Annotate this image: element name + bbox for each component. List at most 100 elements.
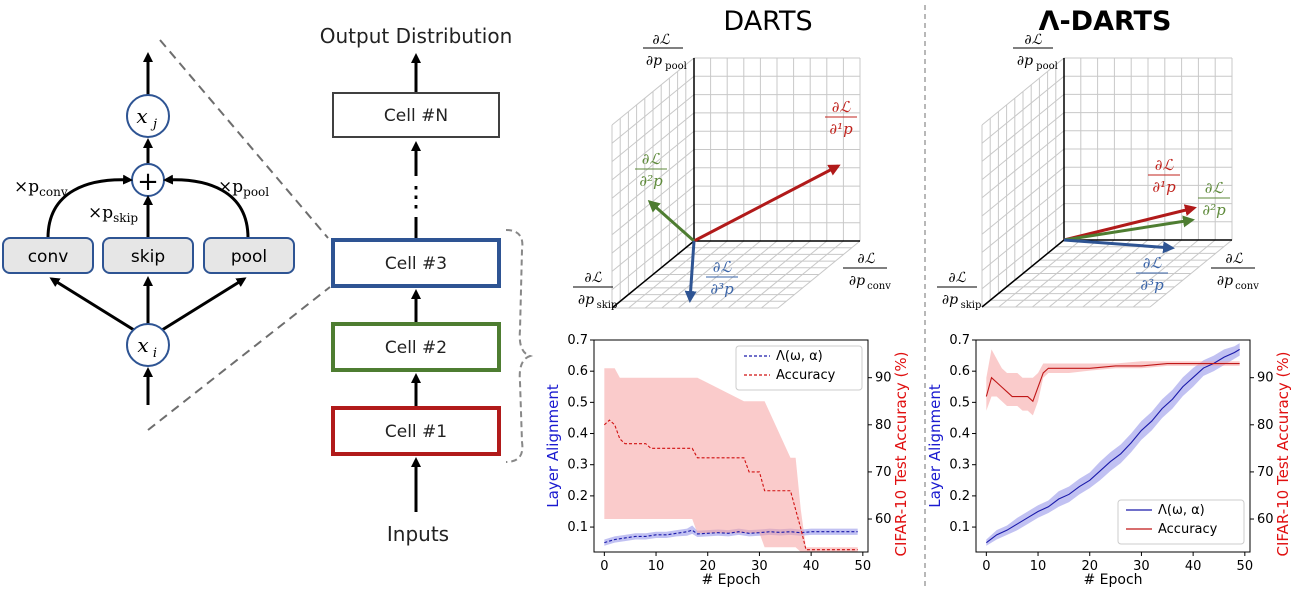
x-tick-label: 40 [1185,559,1202,574]
x-tick-label: 20 [699,559,716,574]
y-tick-label: 0.5 [949,395,970,410]
cell-diagram: x j + ×pconv ×pskip ×ppool conv skip poo… [2,39,331,431]
axis-label-skip: ∂ℒ ∂p skip [937,270,981,311]
x-tick-label: 40 [803,559,820,574]
svg-text:∂p: ∂p [849,273,865,289]
y2-axis-label: CIFAR-10 Test Accuracy (%) [1274,351,1292,556]
axis-line [611,240,695,309]
sum-symbol: + [137,167,159,197]
zoom-line-bottom [147,286,331,431]
svg-text:∂p: ∂p [646,53,662,69]
svg-text:∂p: ∂p [1017,53,1033,69]
svg-text:pool: pool [665,61,687,72]
x-tick-label: 30 [751,559,768,574]
y-tick-label: 0.7 [567,333,588,348]
series-line [604,529,858,544]
legend-label: Accuracy [1158,522,1218,537]
svg-text:conv: conv [867,281,891,292]
svg-text:∂¹p: ∂¹p [1152,178,1176,196]
grid-line [1149,239,1233,308]
alignment-chart: 0 10 20 30 40 50 0.1 0.2 0.3 0.4 0.5 0.6 0.7 60 70 80 90… [544,333,910,588]
panel-lambda-darts: Λ-DARTS ∂ℒ ∂p pool ∂ℒ ∂p skip ∂ℒ ∂p conv [926,6,1292,588]
svg-text:skip: skip [597,300,618,311]
legend-label: Λ(ω, α) [776,349,823,364]
x-tick-label: 10 [1030,559,1047,574]
y-tick-label: 0.2 [949,489,970,504]
grad-vector-3 [684,240,697,303]
confidence-band [986,349,1240,416]
cell-3-label: Cell #3 [385,254,447,274]
layer-brace [505,229,534,463]
svg-text:∂³p: ∂³p [1140,276,1164,294]
grid-line [981,148,1065,217]
svg-text:∂²p: ∂²p [639,172,663,190]
node-xj [126,94,170,138]
grad-label-3: ∂ℒ ∂³p [706,258,738,298]
weight-skip: ×pskip [88,203,138,225]
y-tick-label: 0.7 [949,333,970,348]
cell-n-label: Cell #N [384,106,448,126]
y-axis-label: Layer Alignment [926,384,944,508]
grid-line [611,57,695,126]
grid-line [981,75,1065,144]
output-label: Output Distribution [320,24,513,48]
gradient-plot-3d: ∂ℒ ∂p pool ∂ℒ ∂p skip ∂ℒ ∂p conv ∂ℒ [937,32,1259,311]
inputs-label: Inputs [387,522,449,546]
y-tick-label: 0.2 [567,489,588,504]
y-tick-label: 0.3 [949,458,970,473]
gradient-plot-3d: ∂ℒ ∂p pool ∂ℒ ∂p skip ∂ℒ ∂p conv [573,32,891,311]
x-axis-label: # Epoch [1083,572,1142,588]
cell-2-box [331,322,501,372]
op-skip-label: skip [131,247,165,267]
alignment-chart: 0 10 20 30 40 50 0.1 0.2 0.3 0.4 0.5 0.6 0.7 60 70 80 90… [926,333,1292,588]
op-skip-box [102,237,194,274]
panel-darts: DARTS ∂ℒ ∂p pool ∂ℒ ∂p skip ∂ℒ ∂p conv [544,6,910,588]
y-tick-label: 0.3 [567,458,588,473]
y2-tick-label: 80 [1257,418,1274,433]
cell-1-label: Cell #1 [385,422,447,442]
zoom-line-top [159,39,329,239]
xi-to-conv-arrow [49,277,135,332]
grad-label-3: ∂ℒ ∂³p [1136,254,1168,294]
x-tick-label: 10 [648,559,665,574]
axis-label-pool: ∂ℒ ∂p pool [1013,32,1058,72]
x-tick-label: 30 [1133,559,1150,574]
x-tick-label: 0 [982,559,990,574]
svg-text:∂p: ∂p [578,292,594,308]
axis-label-skip: ∂ℒ ∂p skip [573,270,617,311]
y2-tick-label: 70 [875,465,892,480]
plot-frame [593,339,869,553]
grid-line [981,94,1065,162]
y2-tick-label: 70 [1257,465,1274,480]
grid-line [777,240,861,309]
node-xj-sub: j [150,117,157,132]
grid-line [1082,239,1166,308]
y2-tick-label: 60 [875,512,892,527]
node-xj-label: x [136,104,147,128]
y2-axis-label: CIFAR-10 Test Accuracy (%) [892,351,910,556]
grid-line [611,149,695,217]
xi-to-pool-arrow [161,277,247,332]
grad-vector-2 [1063,215,1195,242]
svg-text:∂ℒ: ∂ℒ [1024,32,1042,48]
pool-to-sum-arrow [163,174,250,239]
grid-line [611,75,695,144]
svg-text:∂¹p: ∂¹p [829,120,853,138]
svg-text:∂ℒ: ∂ℒ [1155,156,1175,174]
grid-line [744,240,828,309]
grid-line [694,240,778,309]
x-tick-label: 0 [600,559,608,574]
cell-stack: Output Distribution Cell #N ⋮ Cell #3 Ce… [320,24,534,546]
x-tick-label: 50 [855,559,872,574]
y-tick-label: 0.6 [949,364,970,379]
panel-lambda-darts-title: Λ-DARTS [1039,6,1172,37]
grad-vector-2 [647,200,695,243]
series-line [603,419,858,551]
grid-line [727,240,811,309]
op-pool-label: pool [231,247,267,267]
svg-text:∂ℒ: ∂ℒ [1205,179,1225,197]
svg-text:∂ℒ: ∂ℒ [642,150,662,168]
op-conv-box [2,237,94,274]
grid-line [611,112,695,181]
y-axis-label: Layer Alignment [544,384,562,508]
